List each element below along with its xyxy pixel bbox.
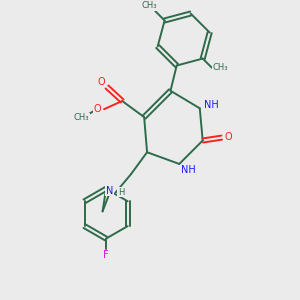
Text: CH₃: CH₃ [141,2,157,10]
Text: N: N [106,186,113,196]
Text: O: O [98,77,106,87]
Text: O: O [224,132,232,142]
Text: O: O [93,104,101,114]
Text: NH: NH [203,100,218,110]
Text: F: F [103,250,109,260]
Text: CH₃: CH₃ [212,63,228,72]
Text: H: H [118,188,124,197]
Text: CH₃: CH₃ [74,113,89,122]
Text: NH: NH [181,165,195,176]
